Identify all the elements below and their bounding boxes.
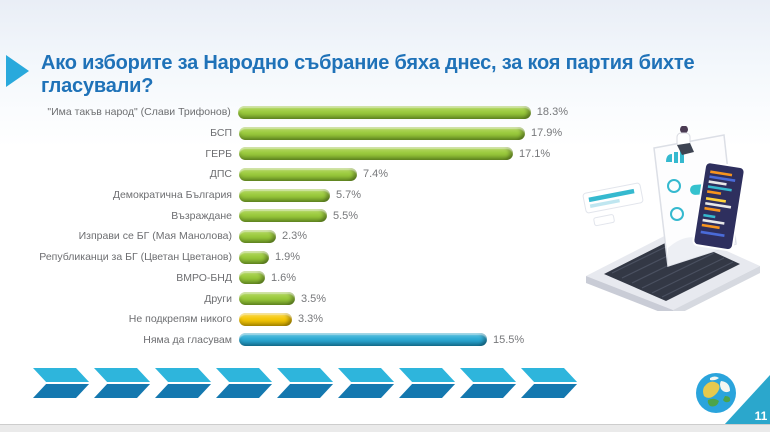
- bar-track: 7.4%: [239, 167, 568, 181]
- globe-icon: [696, 373, 736, 413]
- slide-bottom-edge: [0, 424, 770, 432]
- page-corner-triangle: [724, 375, 770, 425]
- bar-value-label: 2.3%: [282, 230, 308, 243]
- bar-track: 1.6%: [239, 271, 568, 285]
- bar-row: Демократична България 5.7%: [8, 185, 568, 206]
- title-bullet-icon: [6, 55, 29, 87]
- bar-value-label: 1.6%: [271, 271, 297, 284]
- bar-track: 17.9%: [239, 126, 568, 140]
- bar-value-label: 3.5%: [301, 292, 327, 305]
- bar-category-label: Изправи се БГ (Мая Манолова): [78, 230, 232, 243]
- bar-track: 2.3%: [239, 229, 568, 243]
- page-number: 11: [755, 409, 768, 423]
- bar-category-label: "Има такъв народ" (Слави Трифонов): [47, 106, 231, 119]
- chevron-arrow-icon: [155, 368, 212, 398]
- search-card: [582, 182, 644, 227]
- chevron-arrow-icon: [460, 368, 517, 398]
- chevron-arrow-icon: [399, 368, 456, 398]
- bar-row: Възраждане 5.5%: [8, 205, 568, 226]
- bar-value-label: 17.1%: [519, 147, 551, 160]
- bar: [239, 250, 269, 264]
- bar-category-label: Няма да гласувам: [143, 333, 232, 346]
- bar-value-label: 3.3%: [298, 313, 324, 326]
- bar-row: БСП 17.9%: [8, 123, 568, 144]
- chevron-arrow-icon: [216, 368, 273, 398]
- title-block: Ако изборите за Народно събрание бяха дн…: [6, 52, 753, 97]
- chevron-arrow-icon: [338, 368, 395, 398]
- bar-row: Други 3.5%: [8, 288, 568, 309]
- bar-category-label: Демократична България: [112, 189, 232, 202]
- bar-value-label: 17.9%: [531, 127, 563, 140]
- code-panel: [692, 161, 746, 252]
- bar-track: 18.3%: [237, 105, 568, 119]
- laptop-coding-illustration: [582, 126, 760, 311]
- bar-value-label: 18.3%: [536, 106, 568, 119]
- bar-track: 15.5%: [239, 333, 568, 347]
- bar-track: 3.3%: [239, 312, 568, 326]
- bar: [239, 292, 295, 306]
- bar-row: Републиканци за БГ (Цветан Цветанов) 1.9%: [8, 247, 568, 268]
- screen-icon: [667, 179, 681, 193]
- bar-track: 3.5%: [239, 292, 568, 306]
- page-title: Ако изборите за Народно събрание бяха дн…: [41, 52, 695, 97]
- screen-icon: [670, 207, 684, 221]
- bar-track: 5.7%: [239, 188, 568, 202]
- bar-row: ГЕРБ 17.1%: [8, 143, 568, 164]
- bar-category-label: ГЕРБ: [205, 147, 232, 160]
- bar-row: Няма да гласувам 15.5%: [8, 330, 568, 351]
- bar-value-label: 15.5%: [493, 333, 525, 346]
- bar-category-label: БСП: [210, 127, 232, 140]
- page-number-badge: 11: [724, 375, 770, 425]
- bar-value-label: 5.5%: [333, 209, 359, 222]
- bar-row: Не подкрепям никого 3.3%: [8, 309, 568, 330]
- bar-category-label: Други: [204, 292, 232, 305]
- bar: [239, 188, 330, 202]
- bar: [239, 147, 513, 161]
- bar: [239, 167, 357, 181]
- bar-category-label: ДПС: [209, 168, 232, 181]
- bar: [239, 229, 276, 243]
- bar: [239, 333, 487, 347]
- bar-value-label: 7.4%: [363, 168, 389, 181]
- bar-category-label: Възраждане: [171, 209, 232, 222]
- bar: [237, 105, 531, 119]
- bar-value-label: 1.9%: [275, 251, 301, 264]
- bar: [239, 312, 292, 326]
- bar-row: Изправи се БГ (Мая Манолова) 2.3%: [8, 226, 568, 247]
- bar: [239, 126, 525, 140]
- bar-category-label: Републиканци за БГ (Цветан Цветанов): [39, 251, 232, 264]
- bar-track: 17.1%: [239, 147, 568, 161]
- bar-value-label: 5.7%: [336, 189, 362, 202]
- person-figure: [676, 126, 694, 155]
- chevron-arrow-icon: [33, 368, 90, 398]
- bar-chart: "Има такъв народ" (Слави Трифонов) 18.3% Б…: [8, 102, 568, 350]
- chevron-arrow-icon: [521, 368, 578, 398]
- chevron-arrows-band: [33, 368, 578, 398]
- bar-track: 5.5%: [239, 209, 568, 223]
- bar: [239, 271, 265, 285]
- bar-track: 1.9%: [239, 250, 568, 264]
- bar-category-label: ВМРО-БНД: [176, 271, 232, 284]
- bar-row: ВМРО-БНД 1.6%: [8, 268, 568, 289]
- bar-row: "Има такъв народ" (Слави Трифонов) 18.3%: [8, 102, 568, 123]
- chevron-arrow-icon: [94, 368, 151, 398]
- bar-row: ДПС 7.4%: [8, 164, 568, 185]
- bar-category-label: Не подкрепям никого: [128, 313, 232, 326]
- chevron-arrow-icon: [277, 368, 334, 398]
- bar: [239, 209, 327, 223]
